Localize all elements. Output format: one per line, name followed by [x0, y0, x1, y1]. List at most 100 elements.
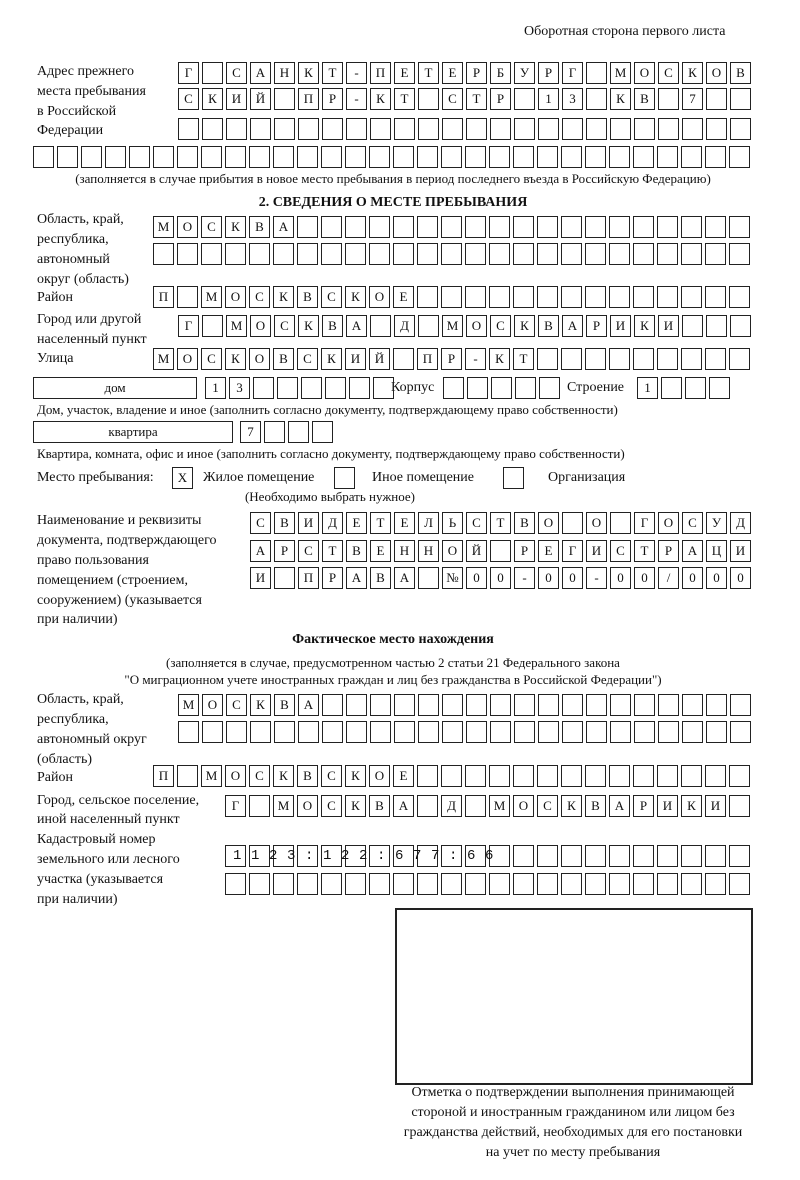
district-row-cell[interactable] [609, 286, 630, 308]
region-row-cell[interactable] [657, 216, 678, 238]
city-row-cell[interactable] [418, 315, 439, 337]
previous-address-row-cell[interactable] [394, 118, 415, 140]
district-row-cell[interactable] [177, 286, 198, 308]
region-row-cell[interactable] [513, 216, 534, 238]
cadastre-row-cell[interactable] [321, 845, 342, 867]
previous-address-row-cell[interactable]: В [730, 62, 751, 84]
cadastre-row-cell[interactable] [345, 845, 366, 867]
district-row-cell[interactable] [633, 286, 654, 308]
cadastre-row-cell[interactable] [393, 845, 414, 867]
previous-address-row-cell[interactable] [417, 146, 438, 168]
region-row-cell[interactable] [393, 243, 414, 265]
actual-city-row-cell[interactable]: К [561, 795, 582, 817]
region-row-cell[interactable] [537, 243, 558, 265]
actual-district-row-cell[interactable] [513, 765, 534, 787]
document-row-cell[interactable]: 0 [610, 567, 631, 589]
actual-region-row-cell[interactable] [682, 721, 703, 743]
cadastre-row-cell[interactable] [393, 873, 414, 895]
cadastre-row-cell[interactable] [297, 845, 318, 867]
street-row-cell[interactable] [393, 348, 414, 370]
actual-district-row-cell[interactable] [177, 765, 198, 787]
cadastre-row-cell[interactable] [585, 873, 606, 895]
previous-address-row-cell[interactable] [586, 62, 607, 84]
previous-address-row-cell[interactable] [225, 146, 246, 168]
region-row-cell[interactable]: А [273, 216, 294, 238]
document-row-cell[interactable]: / [658, 567, 679, 589]
street-row-cell[interactable]: М [153, 348, 174, 370]
actual-city-row-cell[interactable] [249, 795, 270, 817]
actual-district-row-cell[interactable]: О [225, 765, 246, 787]
region-row-cell[interactable] [345, 243, 366, 265]
actual-city-row-cell[interactable]: В [369, 795, 390, 817]
previous-address-row-cell[interactable] [538, 118, 559, 140]
actual-district-row-cell[interactable] [441, 765, 462, 787]
document-row-cell[interactable]: Е [538, 540, 559, 562]
document-row-cell[interactable]: Н [394, 540, 415, 562]
region-row-cell[interactable] [561, 243, 582, 265]
previous-address-row-cell[interactable]: - [346, 88, 367, 110]
document-row-cell[interactable]: Г [562, 540, 583, 562]
actual-district-row-cell[interactable] [561, 765, 582, 787]
city-row-cell[interactable] [370, 315, 391, 337]
previous-address-row-cell[interactable] [513, 146, 534, 168]
district-row-cell[interactable] [417, 286, 438, 308]
region-row-cell[interactable] [441, 243, 462, 265]
previous-address-row-cell[interactable]: С [178, 88, 199, 110]
city-row-cell[interactable]: А [346, 315, 367, 337]
previous-address-row-cell[interactable]: К [370, 88, 391, 110]
previous-address-row-cell[interactable] [442, 118, 463, 140]
cadastre-row-cell[interactable] [225, 873, 246, 895]
previous-address-row-cell[interactable]: К [682, 62, 703, 84]
cadastre-row-cell[interactable] [681, 845, 702, 867]
cadastre-row-cell[interactable] [513, 845, 534, 867]
region-row-cell[interactable] [465, 243, 486, 265]
previous-address-row-cell[interactable]: - [346, 62, 367, 84]
actual-district-row-cell[interactable] [489, 765, 510, 787]
previous-address-row-cell[interactable] [321, 146, 342, 168]
district-row-cell[interactable] [705, 286, 726, 308]
document-row-cell[interactable] [610, 512, 631, 534]
apartment-number-row-cell[interactable] [312, 421, 333, 443]
previous-address-row-cell[interactable] [105, 146, 126, 168]
region-row-cell[interactable] [201, 243, 222, 265]
actual-district-row-cell[interactable]: О [369, 765, 390, 787]
cadastre-row-cell[interactable] [417, 845, 438, 867]
cadastre-row-cell[interactable] [297, 873, 318, 895]
document-row-cell[interactable]: И [730, 540, 751, 562]
document-row-cell[interactable]: Д [730, 512, 751, 534]
document-row-cell[interactable]: 0 [634, 567, 655, 589]
actual-region-row-cell[interactable] [370, 694, 391, 716]
previous-address-row-cell[interactable] [489, 146, 510, 168]
document-row-cell[interactable]: Г [634, 512, 655, 534]
previous-address-row-cell[interactable] [561, 146, 582, 168]
actual-district-row-cell[interactable]: Е [393, 765, 414, 787]
district-row-cell[interactable]: П [153, 286, 174, 308]
district-row-cell[interactable] [657, 286, 678, 308]
actual-city-row-cell[interactable]: А [393, 795, 414, 817]
previous-address-row-cell[interactable] [249, 146, 270, 168]
actual-region-row-cell[interactable] [202, 721, 223, 743]
document-row-cell[interactable]: В [370, 567, 391, 589]
district-row-cell[interactable] [441, 286, 462, 308]
previous-address-row-cell[interactable]: Р [538, 62, 559, 84]
previous-address-row-cell[interactable]: Р [322, 88, 343, 110]
cadastre-row-cell[interactable] [441, 873, 462, 895]
previous-address-row-cell[interactable] [202, 62, 223, 84]
street-row-cell[interactable] [537, 348, 558, 370]
actual-region-row-cell[interactable] [682, 694, 703, 716]
actual-region-row-cell[interactable] [250, 721, 271, 743]
actual-region-row-cell[interactable] [658, 694, 679, 716]
actual-city-row-cell[interactable]: О [513, 795, 534, 817]
city-row-cell[interactable]: А [562, 315, 583, 337]
document-row-cell[interactable]: С [682, 512, 703, 534]
document-row-cell[interactable]: О [586, 512, 607, 534]
document-row-cell[interactable]: № [442, 567, 463, 589]
previous-address-row-cell[interactable]: Б [490, 62, 511, 84]
previous-address-row-cell[interactable] [298, 118, 319, 140]
previous-address-row-cell[interactable]: К [298, 62, 319, 84]
document-row-cell[interactable]: Л [418, 512, 439, 534]
stroenie-row-cell[interactable]: 1 [637, 377, 658, 399]
actual-region-row-cell[interactable]: В [274, 694, 295, 716]
document-row-cell[interactable]: С [466, 512, 487, 534]
district-row-cell[interactable]: С [321, 286, 342, 308]
